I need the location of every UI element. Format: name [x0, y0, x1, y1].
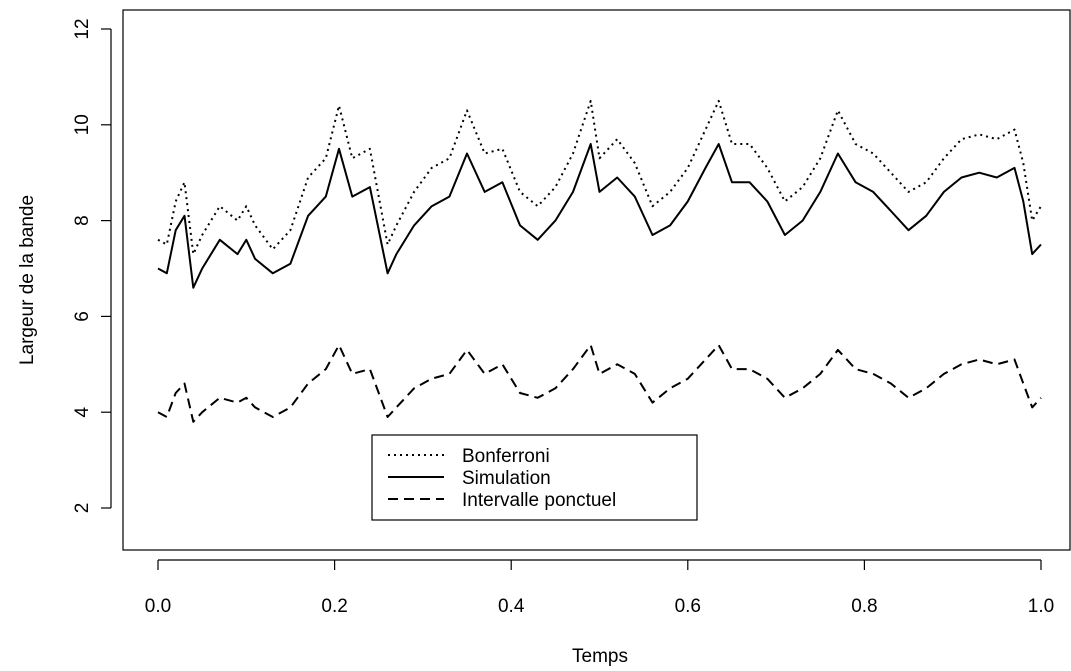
series-line-intervalle-ponctuel — [157, 344, 1042, 423]
legend-label-simulation: Simulation — [462, 468, 551, 489]
x-tick-label: 1.0 — [1028, 596, 1054, 617]
y-tick-label: 2 — [72, 503, 93, 514]
y-tick-label: 6 — [72, 311, 93, 322]
x-tick-label: 0.8 — [851, 596, 877, 617]
series-line-simulation — [157, 143, 1042, 289]
x-tick-label: 0.0 — [145, 596, 171, 617]
x-tick-label: 0.2 — [321, 596, 347, 617]
x-tick-label: 0.4 — [498, 596, 525, 617]
y-tick-label: 10 — [72, 114, 93, 135]
legend-label-intervalle-ponctuel: Intervalle ponctuel — [462, 490, 616, 511]
series-layer — [157, 99, 1042, 423]
series-line-bonferroni — [157, 99, 1042, 256]
y-axis: 2 4 6 8 10 12 — [72, 18, 112, 514]
plot-frame — [122, 9, 1071, 551]
legend: Bonferroni Simulation Intervalle ponctue… — [371, 434, 698, 521]
x-axis-title: Temps — [572, 646, 628, 667]
x-axis: 0.0 0.2 0.4 0.6 0.8 1.0 — [145, 559, 1054, 617]
legend-label-bonferroni: Bonferroni — [462, 446, 550, 467]
x-tick-label: 0.6 — [675, 596, 701, 617]
y-tick-label: 4 — [72, 406, 93, 417]
y-tick-label: 12 — [72, 18, 93, 39]
y-axis-title: Largeur de la bande — [17, 195, 38, 365]
y-tick-label: 8 — [72, 215, 93, 226]
